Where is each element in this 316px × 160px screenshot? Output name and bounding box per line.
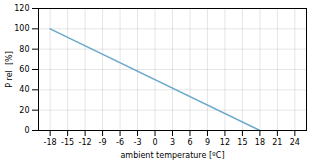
svg-text:3: 3: [170, 138, 175, 147]
svg-text:9: 9: [205, 138, 210, 147]
svg-text:-3: -3: [134, 138, 142, 147]
svg-text:12: 12: [220, 138, 230, 147]
svg-text:0: 0: [24, 126, 29, 135]
svg-text:21: 21: [272, 138, 282, 147]
svg-text:-9: -9: [99, 138, 107, 147]
svg-text:18: 18: [255, 138, 265, 147]
svg-text:-6: -6: [116, 138, 124, 147]
svg-text:P rel [%]: P rel [%]: [5, 51, 14, 88]
svg-text:20: 20: [19, 106, 29, 115]
svg-text:80: 80: [19, 45, 29, 54]
svg-text:6: 6: [187, 138, 192, 147]
svg-text:40: 40: [19, 85, 29, 94]
svg-text:-12: -12: [79, 138, 92, 147]
svg-text:100: 100: [14, 24, 29, 33]
svg-text:ambient temperature [ºC]: ambient temperature [ºC]: [120, 151, 224, 160]
svg-text:24: 24: [290, 138, 300, 147]
svg-text:-18: -18: [44, 138, 57, 147]
svg-text:60: 60: [19, 65, 29, 74]
svg-text:120: 120: [14, 4, 29, 13]
svg-text:-15: -15: [61, 138, 74, 147]
svg-text:0: 0: [152, 138, 157, 147]
svg-text:15: 15: [237, 138, 247, 147]
